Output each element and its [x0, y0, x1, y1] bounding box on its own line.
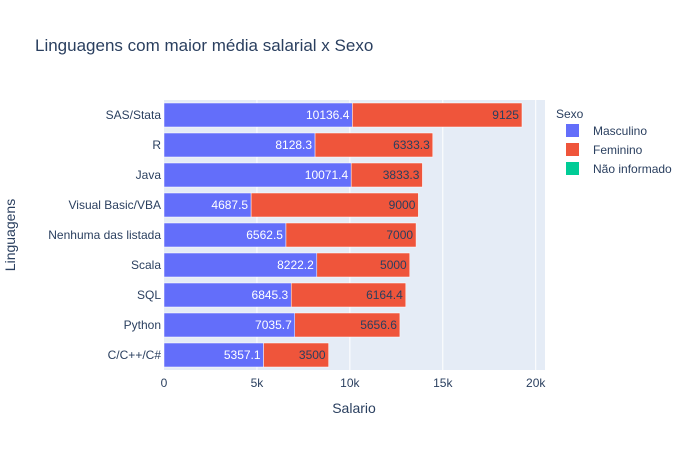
bar-feminino — [352, 102, 523, 128]
bar-feminino — [285, 222, 417, 248]
bar-value-label: 6562.5 — [246, 228, 283, 242]
bar-value-label: 5357.1 — [224, 348, 261, 362]
bar-value-label: 9125 — [492, 108, 519, 122]
x-tick-label: 20k — [526, 376, 546, 390]
bar-feminino — [290, 282, 407, 308]
bar-masculino — [163, 282, 292, 308]
bar-value-label: 5000 — [380, 258, 407, 272]
y-tick-labels: SAS/Stata R Java Visual Basic/VBA Nenhuma da… — [48, 108, 161, 362]
bar-labels: 10136.4 9125 8128.3 6333.3 10071.4 3833.3 4687… — [211, 108, 519, 362]
x-tick-labels: 0 5k 10k 15k 20k — [161, 376, 547, 390]
legend-swatch[interactable] — [566, 124, 579, 137]
x-axis-title: Salario — [332, 400, 376, 416]
legend-swatch[interactable] — [566, 162, 579, 175]
bar-masculino — [163, 252, 318, 278]
y-tick-label: Python — [124, 318, 161, 332]
y-tick-label: R — [152, 138, 161, 152]
y-tick-label: C/C++/C# — [108, 348, 162, 362]
x-tick-label: 5k — [251, 376, 265, 390]
y-tick-label: SAS/Stata — [106, 108, 162, 122]
bar-value-label: 6333.3 — [393, 138, 430, 152]
bar-value-label: 7035.7 — [255, 318, 292, 332]
bar-value-label: 10071.4 — [305, 168, 349, 182]
y-tick-label: Visual Basic/VBA — [69, 198, 162, 212]
bar-value-label: 9000 — [389, 198, 416, 212]
bar-value-label: 8128.3 — [275, 138, 312, 152]
y-tick-label: Java — [136, 168, 162, 182]
x-tick-label: 15k — [433, 376, 453, 390]
legend-title: Sexo — [556, 107, 584, 121]
bar-value-label: 6164.4 — [366, 288, 403, 302]
bar-value-label: 3500 — [299, 348, 326, 362]
bar-value-label: 6845.3 — [252, 288, 289, 302]
bar-value-label: 3833.3 — [383, 168, 420, 182]
y-axis-title: Linguagens — [2, 199, 18, 271]
bar-feminino — [250, 192, 419, 218]
y-tick-label: SQL — [137, 288, 161, 302]
legend-swatch[interactable] — [566, 143, 579, 156]
y-tick-label: Scala — [131, 258, 161, 272]
bar-feminino — [316, 252, 410, 278]
legend-label[interactable]: Feminino — [593, 143, 643, 157]
y-tick-label: Nenhuma das listada — [48, 228, 161, 242]
bar-masculino — [163, 342, 264, 368]
legend: Sexo Masculino Feminino Não informado — [556, 107, 672, 176]
legend-label[interactable]: Não informado — [593, 162, 672, 176]
bar-value-label: 4687.5 — [211, 198, 248, 212]
bar-masculino — [163, 222, 287, 248]
bar-masculino — [163, 312, 296, 338]
x-tick-label: 10k — [340, 376, 360, 390]
bar-feminino — [314, 132, 434, 158]
bar-feminino — [294, 312, 401, 338]
bar-value-label: 7000 — [386, 228, 413, 242]
bar-masculino — [163, 132, 316, 158]
chart-title: Linguagens com maior média salarial x Se… — [35, 36, 373, 55]
bar-value-label: 10136.4 — [306, 108, 350, 122]
bar-feminino — [263, 342, 329, 368]
legend-label[interactable]: Masculino — [593, 124, 647, 138]
bar-value-label: 5656.6 — [360, 318, 397, 332]
bar-masculino — [163, 192, 252, 218]
x-tick-label: 0 — [161, 376, 168, 390]
bars — [163, 102, 523, 368]
bar-masculino — [163, 162, 352, 188]
bar-feminino — [350, 162, 423, 188]
bar-value-label: 8222.2 — [277, 258, 314, 272]
